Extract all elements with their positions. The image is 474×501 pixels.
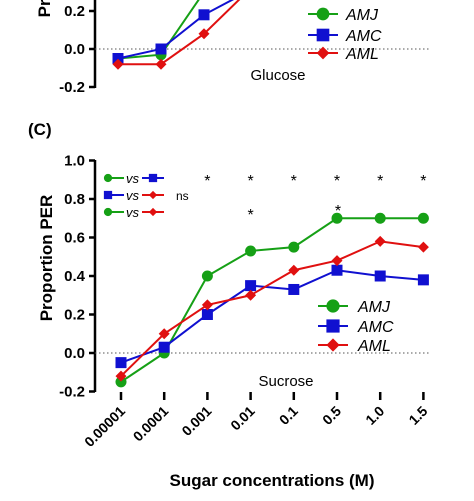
data-point-amc (417, 274, 429, 286)
series-line-amj (120, 217, 424, 383)
data-point-aml (158, 328, 170, 340)
series-line-amc (120, 269, 424, 364)
data-point-aml (115, 370, 127, 382)
significance-star: * (420, 173, 426, 190)
top-legend-label: AMC (345, 28, 382, 45)
comparison-vs: vs (126, 171, 140, 186)
data-point-amj (245, 245, 257, 257)
y-axis-label: Proportion PER (37, 195, 56, 322)
data-point-aml (417, 241, 429, 253)
top-y-tick-label: 0.2 (64, 3, 85, 20)
legend-marker (326, 299, 340, 313)
significance-star: * (335, 203, 341, 220)
significance-star: * (291, 173, 297, 190)
x-tick-label: 0.001 (178, 403, 214, 439)
top-data-point (112, 53, 124, 64)
data-point-aml (331, 255, 343, 267)
significance-star: * (377, 173, 383, 190)
comparison-marker-b (148, 173, 158, 183)
top-legend-marker (316, 7, 330, 21)
comparison-result: ns (176, 189, 189, 203)
series-line-aml (120, 240, 424, 377)
top-data-point (155, 58, 167, 70)
data-point-amj (201, 270, 213, 282)
top-y-tick-label: 0.0 (64, 41, 85, 58)
legend-label: AMC (357, 319, 394, 336)
data-point-aml (288, 264, 300, 276)
significance-star: * (247, 173, 253, 190)
significance-star: * (204, 173, 210, 190)
y-tick-label: 0.4 (64, 268, 86, 285)
data-point-aml (374, 235, 386, 247)
top-data-point (112, 58, 124, 70)
x-axis-label: Sugar concentrations (M) (170, 471, 375, 490)
y-tick-label: 0.0 (64, 345, 85, 362)
y-tick-label: 0.6 (64, 230, 85, 247)
top-series-aml (112, 0, 241, 70)
comparison-vs: vs (126, 205, 140, 220)
top-legend-label: AML (345, 46, 379, 63)
annotation-sucrose: Sucrose (258, 373, 313, 390)
comparison-marker-a (103, 190, 113, 200)
legend-label: AMJ (357, 299, 391, 316)
legend-label: AML (357, 338, 391, 355)
x-tick-label: 0.00001 (81, 403, 128, 450)
legend-marker (326, 319, 340, 333)
x-tick-label: 0.1 (276, 403, 301, 428)
data-point-aml (245, 289, 257, 301)
y-tick-label: 0.8 (64, 191, 85, 208)
data-point-amc (374, 270, 386, 282)
top-annotation-glucose: Glucose (250, 67, 305, 84)
top-y-tick-label: -0.2 (59, 79, 85, 96)
top-series-amc (112, 0, 235, 64)
top-data-point (155, 43, 167, 55)
x-tick-label: 0.5 (319, 403, 344, 428)
x-tick-label: 0.01 (227, 403, 258, 434)
top-data-point (198, 9, 210, 21)
y-tick-label: 0.2 (64, 307, 85, 324)
comparison-vs: vs (126, 188, 140, 203)
comparison-marker-a (103, 173, 113, 183)
data-point-amc (115, 357, 127, 369)
x-tick-label: 0.0001 (130, 403, 172, 445)
comparison-marker-b (148, 207, 158, 217)
panel-label: (C) (28, 120, 52, 139)
top-legend-label: AMJ (345, 7, 379, 24)
comparison-marker-b (148, 190, 158, 200)
data-point-amc (331, 264, 343, 276)
significance-star: * (247, 207, 253, 224)
legend-marker (326, 338, 340, 352)
significance-star: * (334, 173, 340, 190)
y-tick-label: -0.2 (59, 384, 85, 401)
top-data-point (198, 28, 210, 40)
data-point-amj (417, 212, 429, 224)
x-tick-label: 1.0 (362, 403, 387, 428)
y-tick-label: 1.0 (64, 153, 85, 170)
x-tick-label: 1.5 (405, 403, 430, 428)
data-point-amj (288, 241, 300, 253)
top-legend-marker (316, 28, 330, 42)
data-point-amj (115, 376, 127, 388)
data-point-amj (374, 212, 386, 224)
top-y-axis-label: Prop (35, 0, 54, 17)
comparison-marker-a (103, 207, 113, 217)
data-point-amj (331, 212, 343, 224)
data-point-amc (245, 280, 257, 292)
data-point-amc (288, 283, 300, 295)
top-series-line (117, 0, 235, 60)
data-point-aml (201, 299, 213, 311)
top-legend-marker (316, 46, 330, 60)
data-point-amc (201, 309, 213, 320)
data-point-amc (158, 341, 170, 353)
